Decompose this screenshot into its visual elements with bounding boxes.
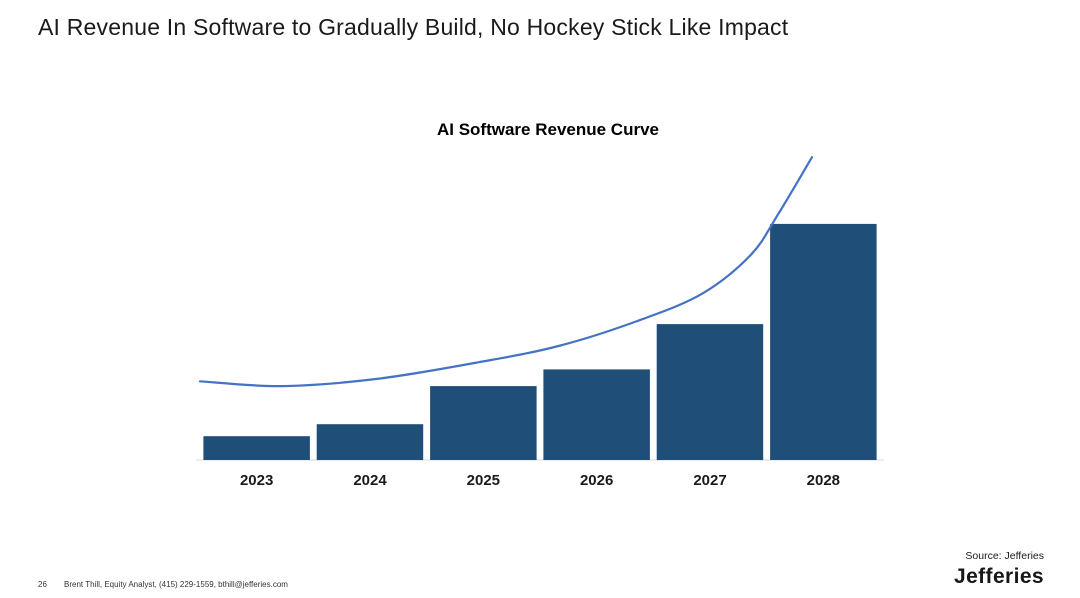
source-note: Source: Jefferies: [965, 550, 1044, 562]
bar-2025: [430, 386, 537, 460]
x-label-2028: 2028: [807, 472, 840, 489]
bar-2026: [543, 369, 650, 460]
bar-2027: [656, 324, 764, 460]
x-label-2026: 2026: [580, 472, 613, 489]
bar-2023: [203, 436, 310, 460]
revenue-curve-line: [198, 156, 814, 388]
page-number: 26: [38, 580, 47, 589]
jefferies-logo: Jefferies: [954, 565, 1044, 588]
x-label-2023: 2023: [240, 472, 273, 489]
bar-2024: [316, 424, 424, 460]
x-label-2025: 2025: [467, 472, 500, 489]
bar-2028: [770, 223, 877, 460]
analyst-contact: Brent Thill, Equity Analyst, (415) 229-1…: [64, 580, 288, 589]
x-label-2024: 2024: [353, 472, 387, 489]
slide-title: AI Revenue In Software to Gradually Buil…: [38, 14, 789, 40]
x-label-2027: 2027: [693, 472, 726, 489]
chart-title: AI Software Revenue Curve: [436, 120, 659, 139]
